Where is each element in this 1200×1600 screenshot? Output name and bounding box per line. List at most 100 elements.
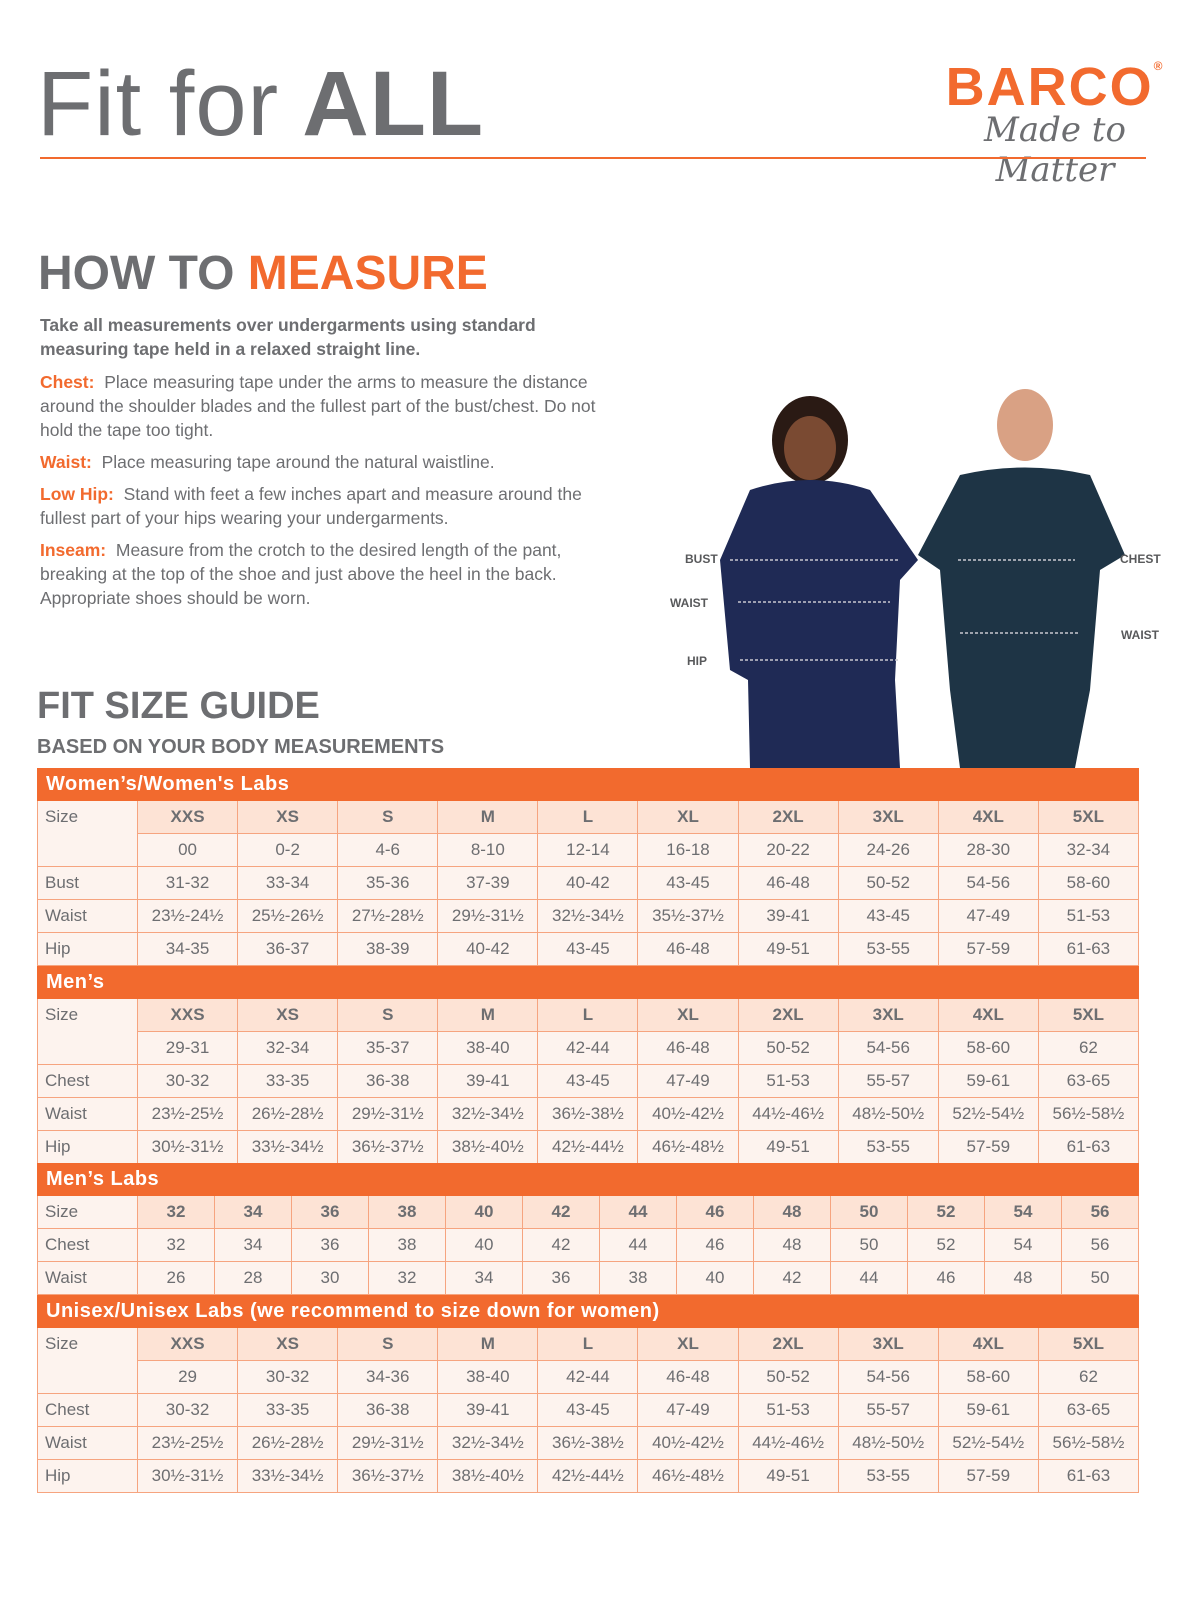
waist-instruction: Waist: Place measuring tape around the n…	[40, 450, 610, 474]
logo-brand-text: BARCO	[945, 57, 1154, 117]
size-header-cell: 52	[907, 1195, 985, 1229]
numeric-size-cell: 38-40	[437, 1360, 539, 1394]
table-cell: 32½-34½	[537, 899, 639, 933]
table-row: 29 30-32 34-36 38-40 42-44 46-48 50-52 54-56 58-…	[38, 1360, 1140, 1394]
table-cell: 51-53	[1037, 899, 1139, 933]
size-header-cell: M	[437, 800, 539, 834]
row-label: Waist	[37, 1261, 138, 1295]
table-cell: 36½-37½	[337, 1459, 439, 1493]
table-cell: 42½-44½	[537, 1130, 639, 1164]
size-header-cell: 42	[522, 1195, 600, 1229]
numeric-size-cell: 50-52	[737, 1031, 839, 1065]
table-cell: 50	[1060, 1261, 1140, 1295]
numeric-size-cell: 58-60	[937, 1031, 1039, 1065]
numeric-size-cell: 24-26	[837, 833, 939, 867]
table-cell: 38	[599, 1261, 677, 1295]
table-cell: 40	[445, 1228, 523, 1262]
row-label: Hip	[37, 1130, 138, 1164]
table-row: Size XXS XS S M L XL 2XL 3XL 4XL 5XL	[37, 1327, 1140, 1394]
table-cell: 30-32	[136, 1393, 239, 1427]
heading-gray: HOW TO	[38, 247, 235, 300]
size-header-cell: 34	[214, 1195, 292, 1229]
table-row: Bust 31-32 33-34 35-36 37-39 40-42 43-45 46-48 5…	[37, 866, 1139, 900]
table-cell: 57-59	[937, 1459, 1039, 1493]
table-cell: 34-35	[136, 932, 239, 966]
section-title: Unisex/Unisex Labs (we recommend to size…	[36, 1295, 1140, 1328]
table-row: 00 0-2 4-6 8-10 12-14 16-18 20-22 24-26 28-30 32-…	[38, 833, 1139, 867]
table-row: Chest 30-32 33-35 36-38 39-41 43-45 47-49 51-53…	[37, 1064, 1140, 1098]
size-header-cell: S	[337, 1327, 439, 1361]
waist-label-women: WAIST	[670, 596, 708, 610]
size-header-cell: 3XL	[837, 1327, 939, 1361]
table-row: 29-31 32-34 35-37 38-40 42-44 46-48 50-52 54-56…	[38, 1031, 1140, 1065]
table-cell: 39-41	[437, 1393, 539, 1427]
numeric-size-cell: 50-52	[737, 1360, 839, 1394]
table-cell: 46-48	[737, 866, 839, 900]
table-cell: 53-55	[837, 932, 939, 966]
table-cell: 55-57	[837, 1393, 939, 1427]
table-cell: 35-36	[337, 866, 439, 900]
logo-brand: BARCO®	[940, 60, 1170, 114]
table-cell: 52½-54½	[937, 1097, 1039, 1131]
table-cell: 53-55	[837, 1459, 939, 1493]
numeric-size-cell: 34-36	[337, 1360, 439, 1394]
numeric-size-cell: 46-48	[637, 1031, 739, 1065]
man-scrubs	[918, 467, 1125, 768]
table-row: Chest 30-32 33-35 36-38 39-41 43-45 47-49 51-53…	[37, 1393, 1140, 1427]
instruction-label: Chest:	[40, 372, 95, 392]
size-header-cell: 3XL	[837, 800, 939, 834]
table-cell: 49-51	[737, 1130, 839, 1164]
table-cell: 47-49	[637, 1064, 739, 1098]
table-row: Size XXS XS S M L XL 2XL 3XL 4XL 5XL	[37, 800, 1139, 867]
numeric-size-cell: 54-56	[837, 1031, 939, 1065]
how-to-measure-heading: HOW TO MEASURE	[38, 250, 488, 298]
table-cell: 44	[599, 1228, 677, 1262]
title-bold: ALL	[302, 53, 485, 155]
table-cell: 46	[676, 1228, 754, 1262]
logo-tagline: Made to Matter	[984, 110, 1126, 190]
numeric-size-cell: 0-2	[237, 833, 339, 867]
table-cell: 38	[368, 1228, 446, 1262]
size-header-cell: 2XL	[737, 998, 839, 1032]
inseam-instruction: Inseam: Measure from the crotch to the d…	[40, 538, 610, 610]
instruction-label: Low Hip:	[40, 484, 114, 504]
size-header-cell: 50	[830, 1195, 908, 1229]
size-header-cell: XS	[237, 1327, 339, 1361]
numeric-size-cell: 29	[136, 1360, 239, 1394]
header-divider	[40, 157, 1146, 159]
table-cell: 40½-42½	[637, 1097, 739, 1131]
table-cell: 43-45	[837, 899, 939, 933]
table-cell: 30½-31½	[136, 1130, 239, 1164]
barco-logo: BARCO® Made to Matter	[940, 60, 1170, 190]
row-label: Waist	[37, 899, 138, 933]
table-cell: 42	[753, 1261, 831, 1295]
table-cell: 30-32	[136, 1064, 239, 1098]
table-cell: 23½-25½	[136, 1426, 239, 1460]
size-header-cell: XXS	[136, 998, 239, 1032]
table-cell: 50-52	[837, 866, 939, 900]
table-cell: 40-42	[537, 866, 639, 900]
size-header-cell: 44	[599, 1195, 677, 1229]
models-photo: BUST WAIST HIP CHEST WAIST	[660, 380, 1180, 768]
title-light: Fit for	[37, 53, 280, 155]
table-cell: 47-49	[637, 1393, 739, 1427]
table-cell: 56½-58½	[1037, 1097, 1140, 1131]
size-header-cell: XL	[637, 1327, 739, 1361]
chest-label: CHEST	[1120, 552, 1161, 566]
table-row: Size 32 34 36 38 40 42 44 46 48 50 52 54 56	[37, 1195, 1140, 1229]
table-cell: 26	[137, 1261, 215, 1295]
low-hip-instruction: Low Hip: Stand with feet a few inches ap…	[40, 482, 610, 530]
table-row: Size XXS XS S M L XL 2XL 3XL 4XL 5XL	[37, 998, 1140, 1065]
instruction-label: Waist:	[40, 452, 92, 472]
size-header-cell: 46	[676, 1195, 754, 1229]
size-header-cell: XXS	[136, 800, 239, 834]
size-header-cell: 5XL	[1037, 800, 1139, 834]
table-row: Chest 32 34 36 38 40 42 44 46 48 50 52 54 56	[37, 1228, 1140, 1262]
size-header-cell: 5XL	[1037, 998, 1140, 1032]
instruction-text: Stand with feet a few inches apart and m…	[40, 484, 582, 528]
table-cell: 43-45	[537, 1064, 639, 1098]
table-cell: 54-56	[937, 866, 1039, 900]
row-label: Size	[37, 1195, 138, 1229]
table-cell: 37-39	[437, 866, 539, 900]
table-row: Waist 23½-25½ 26½-28½ 29½-31½ 32½-34½ 36½-38½…	[37, 1426, 1140, 1460]
